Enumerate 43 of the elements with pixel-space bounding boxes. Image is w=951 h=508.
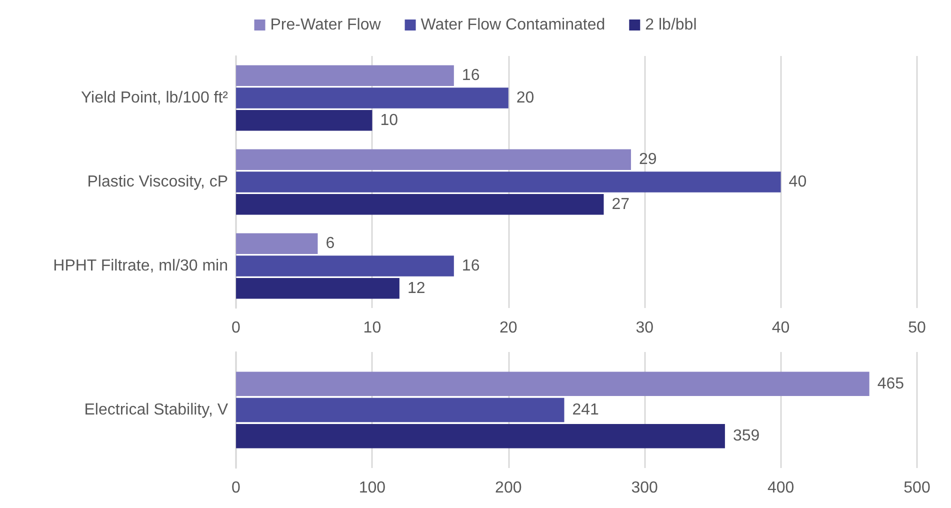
data-label: 16: [462, 258, 480, 274]
data-label: 20: [516, 90, 534, 106]
x-tick-label: 20: [500, 320, 518, 336]
data-label: 10: [380, 112, 398, 129]
x-tick-label: 30: [636, 320, 654, 336]
bar: [236, 398, 564, 422]
x-tick-label: 10: [363, 320, 382, 336]
bar: [236, 256, 454, 276]
y-tick-label: Yield Point, lb/100 ft²: [80, 90, 229, 106]
x-tick-label: 200: [495, 480, 522, 496]
bar: [236, 372, 870, 396]
x-tick-label: 0: [232, 320, 241, 336]
data-label: 29: [638, 151, 657, 168]
data-label: 27: [612, 196, 630, 213]
bar: [236, 88, 508, 108]
legend-label: Water Flow Contaminated: [420, 16, 606, 34]
bar: [236, 233, 318, 254]
bar: [236, 172, 781, 192]
y-tick-label: HPHT Filtrate, ml/30 min: [53, 258, 228, 274]
y-tick-label: Plastic Viscosity, cP: [87, 174, 228, 190]
x-tick-label: 50: [908, 320, 926, 336]
data-label: 465: [877, 375, 904, 392]
data-label: 359: [732, 428, 760, 445]
bar: [236, 110, 372, 131]
data-label: 12: [407, 280, 426, 297]
x-tick-label: 100: [358, 480, 386, 496]
data-label: 40: [788, 174, 807, 190]
bar: [236, 424, 725, 448]
x-tick-label: 0: [232, 480, 241, 496]
bar: [236, 194, 604, 215]
legend-label: 2 lb/bbl: [645, 16, 697, 34]
bar: [236, 65, 454, 86]
bar: [236, 278, 400, 299]
x-tick-label: 300: [631, 480, 658, 496]
x-tick-label: 500: [904, 480, 930, 496]
y-tick-label: Electrical Stability, V: [84, 402, 228, 418]
data-label: 16: [462, 67, 480, 84]
x-tick-label: 40: [772, 320, 790, 336]
x-tick-label: 400: [767, 480, 794, 496]
bar: [236, 149, 631, 170]
data-label: 6: [326, 235, 335, 252]
legend-label: Pre-Water Flow: [270, 16, 382, 34]
data-label: 241: [572, 402, 600, 418]
